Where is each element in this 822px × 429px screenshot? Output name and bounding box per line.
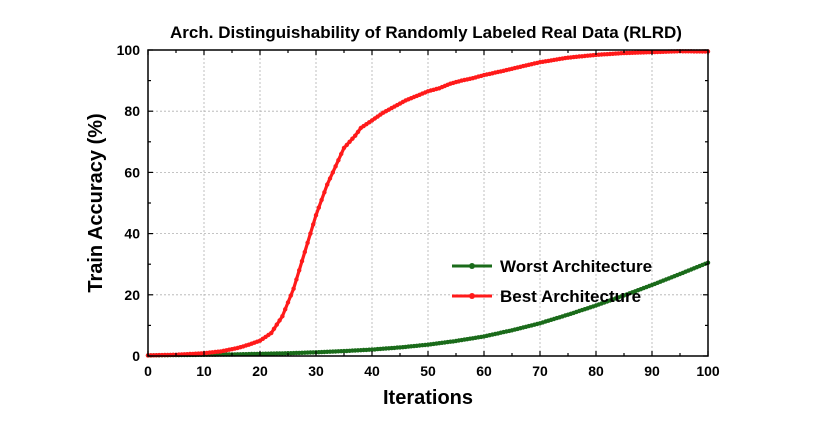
series-point: [291, 286, 296, 291]
series-markers: [145, 49, 711, 358]
x-tick-label: 90: [644, 363, 660, 379]
series-point: [288, 293, 293, 298]
legend: Worst Architecture Best Architecture: [452, 257, 652, 306]
x-tick-label: 60: [476, 363, 492, 379]
series-point: [277, 318, 282, 323]
series-point: [355, 129, 361, 135]
y-tick-labels: 0 20 40 60 80 100: [117, 42, 141, 364]
x-tick-label: 0: [144, 363, 152, 379]
axis-ticks: [147, 49, 709, 357]
series-point: [339, 151, 344, 157]
y-tick-label: 0: [132, 348, 140, 364]
legend-swatch-marker: [469, 263, 475, 269]
x-tick-label: 10: [196, 363, 212, 379]
series-point: [313, 213, 319, 218]
series-point: [280, 314, 285, 319]
series-point: [353, 133, 358, 138]
series-point: [316, 205, 321, 210]
y-tick-label: 60: [124, 164, 140, 180]
series-point: [350, 136, 355, 141]
series-point: [274, 322, 279, 327]
series-point: [283, 307, 288, 312]
series-point: [336, 158, 341, 163]
series-point: [269, 330, 274, 336]
x-tick-label: 30: [308, 363, 324, 379]
series-point: [322, 190, 327, 195]
series-point: [299, 258, 305, 264]
legend-entry-label: Worst Architecture: [500, 257, 652, 276]
series-layer: [145, 49, 711, 358]
x-axis-label: Iterations: [383, 387, 473, 409]
series-point: [330, 170, 335, 175]
series-point: [347, 139, 352, 144]
series-line: [146, 261, 710, 357]
legend-swatch-marker: [469, 293, 475, 299]
chart-title: Arch. Distinguishability of Randomly Lab…: [170, 23, 682, 42]
x-tick-labels: 0 10 20 30 40 50 60 70 80 90 100: [144, 363, 720, 379]
series-point: [294, 277, 299, 282]
series-point: [325, 182, 330, 187]
grid: [147, 49, 709, 357]
y-tick-label: 20: [124, 287, 140, 303]
series-point: [271, 326, 277, 331]
x-tick-label: 40: [364, 363, 380, 379]
y-tick-label: 40: [124, 226, 140, 242]
y-tick-label: 100: [117, 42, 141, 58]
series-point: [308, 231, 313, 236]
x-tick-label: 80: [588, 363, 604, 379]
x-tick-label: 50: [420, 363, 436, 379]
series-point: [285, 300, 291, 305]
y-tick-label: 80: [124, 103, 140, 119]
series-point: [297, 268, 302, 273]
series-point: [302, 249, 307, 255]
series-point: [327, 176, 333, 181]
legend-entry-label: Best Architecture: [500, 287, 641, 306]
y-axis-label: Train Accuracy (%): [85, 113, 107, 292]
x-tick-label: 70: [532, 363, 548, 379]
x-tick-label: 20: [252, 363, 268, 379]
series-point: [305, 240, 310, 245]
series-point: [341, 145, 347, 151]
series-point: [333, 164, 338, 169]
x-tick-label: 100: [696, 363, 720, 379]
series-point: [319, 197, 324, 203]
series-point: [311, 222, 316, 227]
series-point: [344, 142, 349, 148]
